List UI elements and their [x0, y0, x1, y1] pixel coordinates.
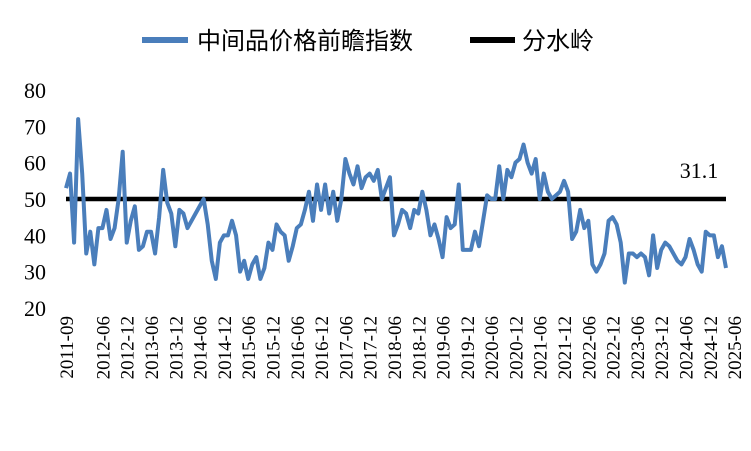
x-tick-label: 2021-06 — [531, 316, 552, 379]
x-tick-label: 2022-06 — [579, 316, 600, 379]
x-tick-label: 2023-12 — [652, 316, 673, 379]
x-tick-label: 2015-06 — [239, 316, 260, 379]
x-tick-label: 2017-06 — [336, 316, 357, 379]
legend-label-watershed: 分水岭 — [522, 27, 594, 55]
x-tick-label: 2016-06 — [288, 316, 309, 379]
y-axis: 20 30 40 50 60 70 80 — [24, 78, 46, 321]
y-tick-label: 40 — [24, 223, 46, 248]
legend: 中间品价格前瞻指数 分水岭 — [142, 27, 594, 55]
x-tick-label: 2020-06 — [482, 316, 503, 379]
x-tick-label: 2021-12 — [555, 316, 576, 379]
x-tick-label: 2020-12 — [506, 316, 527, 379]
plot-area — [64, 117, 728, 285]
y-tick-label: 30 — [24, 260, 46, 285]
x-tick-label: 2019-12 — [458, 316, 479, 379]
x-tick-label: 2012-12 — [118, 316, 139, 379]
y-tick-label: 50 — [24, 187, 46, 212]
y-tick-label: 60 — [24, 151, 46, 176]
x-tick-label: 2018-12 — [409, 316, 430, 379]
last-value-annotation: 31.1 — [680, 158, 719, 183]
legend-label-index: 中间品价格前瞻指数 — [197, 27, 413, 55]
y-tick-label: 80 — [24, 78, 46, 103]
x-tick-label: 2019-06 — [434, 316, 455, 379]
x-tick-label: 2024-06 — [677, 316, 698, 379]
x-tick-label: 2011-09 — [57, 316, 78, 379]
x-tick-label: 2017-12 — [361, 316, 382, 379]
x-tick-label: 2016-12 — [312, 316, 333, 379]
x-axis: 2011-09 2012-06 2012-12 2013-06 2013-12 2014-… — [57, 316, 746, 379]
x-tick-label: 2018-06 — [385, 316, 406, 379]
x-tick-label: 2024-12 — [701, 316, 722, 379]
x-tick-label: 2014-06 — [191, 316, 212, 379]
series-line-index — [64, 117, 728, 285]
x-tick-label: 2012-06 — [93, 316, 114, 379]
x-tick-label: 2015-12 — [264, 316, 285, 379]
x-tick-label: 2013-06 — [142, 316, 163, 379]
y-tick-label: 20 — [24, 296, 46, 321]
x-tick-label: 2023-06 — [628, 316, 649, 379]
x-tick-label: 2014-12 — [215, 316, 236, 379]
x-tick-label: 2013-12 — [166, 316, 187, 379]
x-tick-label: 2022-12 — [604, 316, 625, 379]
x-tick-label: 2025-06 — [725, 316, 746, 379]
y-tick-label: 70 — [24, 114, 46, 139]
